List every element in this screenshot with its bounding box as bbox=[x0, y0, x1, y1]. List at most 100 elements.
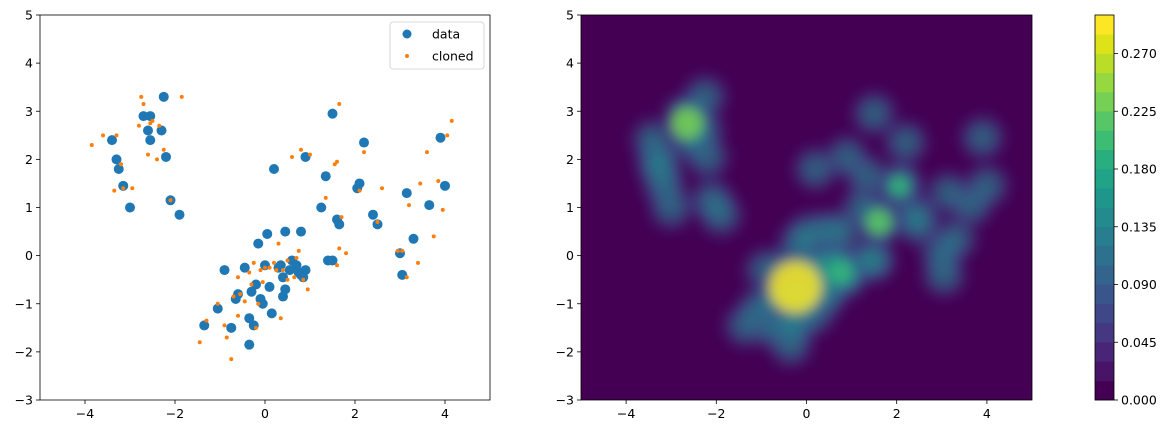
colorbar-band bbox=[1095, 284, 1114, 305]
cloned-point bbox=[301, 277, 306, 282]
data-point bbox=[111, 154, 122, 165]
cloned-point bbox=[238, 292, 243, 297]
data-point bbox=[174, 209, 185, 220]
colorbar-band bbox=[1095, 246, 1114, 266]
data-point bbox=[125, 202, 135, 213]
colorbar-band bbox=[1095, 111, 1114, 131]
density-core bbox=[733, 313, 758, 338]
cloned-point bbox=[337, 102, 342, 107]
cloned-point bbox=[335, 263, 339, 268]
colorbar-band bbox=[1095, 92, 1114, 112]
cloned-point bbox=[197, 340, 202, 345]
scatter-y-tick-label: −1 bbox=[15, 296, 33, 311]
data-point bbox=[260, 260, 270, 271]
cloned-point bbox=[335, 159, 339, 164]
cloned-point bbox=[258, 268, 263, 273]
legend-cloned-label: cloned bbox=[432, 49, 474, 64]
density-core bbox=[893, 130, 918, 155]
colorbar: 0.000 0.045 0.090 0.135 0.180 0.225 0.270 bbox=[1094, 14, 1157, 408]
density-core bbox=[936, 181, 961, 206]
density-y-tick-label: 3 bbox=[566, 104, 574, 119]
colorbar-band bbox=[1095, 34, 1114, 54]
cloned-point bbox=[431, 234, 436, 239]
density-core bbox=[862, 101, 887, 126]
cloned-point bbox=[112, 188, 117, 193]
density-core bbox=[835, 144, 860, 169]
cloned-point bbox=[222, 323, 227, 328]
cloned-point bbox=[130, 186, 135, 191]
data-point bbox=[199, 320, 210, 331]
scatter-x-tick-label: 4 bbox=[441, 406, 449, 421]
data-point bbox=[212, 303, 223, 314]
data-point bbox=[327, 108, 338, 119]
cloned-point bbox=[251, 260, 256, 265]
data-point bbox=[264, 281, 275, 292]
density-x-tick-label: −2 bbox=[707, 406, 725, 421]
density-y-tick-label: 5 bbox=[566, 8, 574, 23]
scatter-x-tick-label: 0 bbox=[261, 406, 269, 421]
cloned-point bbox=[290, 154, 294, 159]
data-point bbox=[316, 202, 327, 213]
colorbar-band bbox=[1095, 149, 1114, 170]
colorbar-band bbox=[1095, 265, 1114, 285]
colorbar-tick-label: 0.090 bbox=[1121, 277, 1157, 292]
cloned-point bbox=[236, 275, 240, 280]
cloned-point bbox=[139, 94, 144, 99]
density-core bbox=[708, 202, 733, 227]
data-point bbox=[327, 255, 338, 266]
scatter-plot-area bbox=[40, 15, 490, 400]
colorbar-band bbox=[1095, 342, 1114, 362]
density-y-tick-label: −1 bbox=[556, 296, 574, 311]
cloned-point bbox=[242, 299, 247, 304]
data-point bbox=[145, 135, 156, 146]
cloned-point bbox=[274, 268, 279, 273]
legend-data-marker bbox=[402, 29, 412, 39]
data-point bbox=[226, 322, 237, 333]
data-point bbox=[320, 171, 331, 182]
cloned-point bbox=[204, 318, 209, 323]
cloned-point bbox=[339, 215, 344, 220]
cloned-point bbox=[292, 275, 297, 280]
legend-box bbox=[389, 21, 485, 70]
colorbar-band bbox=[1095, 226, 1114, 247]
data-point bbox=[246, 286, 257, 297]
cloned-point bbox=[276, 241, 281, 246]
density-y-tick-label: 1 bbox=[566, 200, 574, 215]
density-core bbox=[778, 332, 803, 357]
cloned-point bbox=[357, 188, 362, 193]
cloned-point bbox=[137, 123, 141, 128]
data-point bbox=[397, 269, 408, 280]
cloned-point bbox=[224, 335, 229, 340]
colorbar-tick-label: 0.045 bbox=[1121, 335, 1157, 350]
density-core bbox=[943, 226, 968, 251]
data-point bbox=[269, 164, 279, 174]
density-x-tick-label: 4 bbox=[983, 406, 991, 421]
cloned-point bbox=[281, 268, 285, 273]
cloned-point bbox=[89, 142, 94, 147]
data-point bbox=[424, 200, 435, 211]
cloned-point bbox=[285, 258, 290, 263]
density-hotspot bbox=[888, 175, 909, 196]
scatter-x-tick-label: 2 bbox=[351, 406, 359, 421]
density-chart: −4 −2 0 2 4 −3 −2 −1 0 1 2 3 4 5 bbox=[556, 8, 1033, 421]
cloned-point bbox=[375, 219, 380, 224]
data-point bbox=[145, 111, 156, 122]
data-point bbox=[118, 180, 129, 191]
cloned-point bbox=[407, 203, 411, 208]
cloned-point bbox=[294, 256, 299, 261]
colorbar-band bbox=[1095, 303, 1114, 324]
data-point bbox=[435, 132, 446, 143]
density-core bbox=[641, 128, 666, 153]
density-x-tick-label: 2 bbox=[893, 406, 901, 421]
cloned-point bbox=[231, 294, 236, 299]
cloned-point bbox=[445, 133, 450, 138]
density-core bbox=[970, 125, 995, 150]
cloned-point bbox=[247, 270, 252, 275]
colorbar-band bbox=[1095, 361, 1114, 382]
density-core bbox=[907, 212, 932, 237]
colorbar-bands bbox=[1095, 15, 1114, 401]
colorbar-tick-label: 0.000 bbox=[1121, 393, 1157, 408]
colorbar-tick-label: 0.180 bbox=[1121, 162, 1157, 177]
data-point bbox=[300, 151, 311, 162]
